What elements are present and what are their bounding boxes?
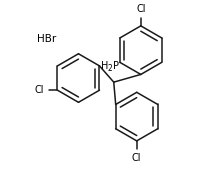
Text: 2: 2 [108,64,113,73]
Text: Cl: Cl [132,153,141,163]
Text: HBr: HBr [37,34,57,44]
Text: P: P [113,61,119,71]
Text: Cl: Cl [136,4,146,14]
Text: H: H [102,61,109,71]
Text: Cl: Cl [35,85,44,95]
